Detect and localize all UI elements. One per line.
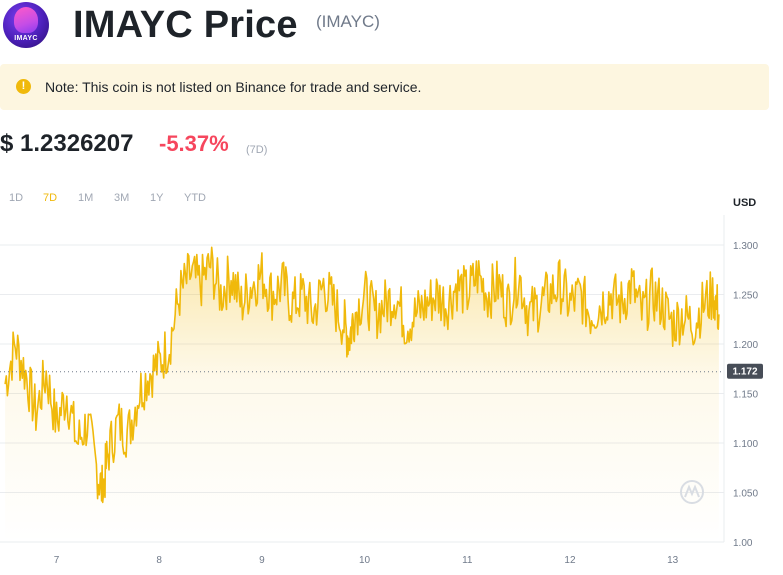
reference-badge bbox=[727, 363, 763, 379]
page-title: IMAYC Price bbox=[73, 4, 298, 46]
coin-symbol: (IMAYC) bbox=[316, 12, 380, 31]
coin-header: IMAYC IMAYC Price (IMAYC) bbox=[0, 0, 783, 52]
price-change: -5.37% bbox=[159, 131, 229, 156]
warning-icon: ! bbox=[16, 79, 31, 94]
y-tick-label: 1.100 bbox=[733, 439, 758, 450]
x-tick-label: 9 bbox=[259, 555, 265, 566]
range-tab-3m[interactable]: 3M bbox=[114, 192, 130, 204]
x-tick-label: 13 bbox=[667, 555, 679, 566]
range-tab-ytd[interactable]: YTD bbox=[184, 192, 206, 204]
x-tick-label: 12 bbox=[564, 555, 576, 566]
range-tab-1y[interactable]: 1Y bbox=[150, 192, 164, 204]
y-tick-label: 1.300 bbox=[733, 241, 758, 252]
reference-label: 1.172 bbox=[732, 367, 757, 378]
y-tick-label: 1.00 bbox=[733, 538, 753, 549]
x-tick-label: 8 bbox=[156, 555, 162, 566]
price-area bbox=[5, 247, 719, 543]
x-tick-label: 7 bbox=[54, 555, 60, 566]
y-tick-label: 1.150 bbox=[733, 390, 758, 401]
watermark-icon bbox=[680, 480, 704, 504]
range-tab-1m[interactable]: 1M bbox=[78, 192, 94, 204]
range-tab-7d[interactable]: 7D bbox=[43, 192, 58, 204]
chart-line bbox=[4, 246, 720, 504]
x-tick-label: 11 bbox=[462, 555, 473, 566]
notice-text: Note: This coin is not listed on Binance… bbox=[45, 79, 422, 95]
x-tick-label: 10 bbox=[359, 555, 371, 566]
reference-line: 1.172 bbox=[0, 363, 763, 379]
range-tab-1d[interactable]: 1D bbox=[9, 192, 24, 204]
y-tick-label: 1.250 bbox=[733, 291, 758, 302]
y-tick-label: 1.050 bbox=[733, 489, 758, 500]
change-period: (7D) bbox=[246, 144, 268, 156]
current-price: $ 1.2326207 bbox=[0, 130, 134, 157]
currency-label: USD bbox=[733, 197, 757, 209]
x-axis: 7 8 9 10 11 12 13 bbox=[54, 555, 679, 566]
y-tick-label: 1.200 bbox=[733, 340, 758, 351]
notice-banner: ! Note: This coin is not listed on Binan… bbox=[0, 64, 769, 110]
chart-area bbox=[5, 247, 719, 543]
price-chart[interactable]: 1.172 1.300 1.250 1.200 1.150 1.100 1.050 1.00… bbox=[0, 215, 783, 575]
price-series-line bbox=[4, 246, 720, 504]
logo-text: IMAYC bbox=[14, 35, 38, 42]
coin-logo: IMAYC bbox=[3, 2, 49, 48]
ape-icon bbox=[14, 7, 38, 33]
y-axis: 1.300 1.250 1.200 1.150 1.100 1.050 1.00 bbox=[733, 241, 758, 549]
price-row: $ 1.2326207 -5.37% (7D) bbox=[0, 130, 783, 162]
